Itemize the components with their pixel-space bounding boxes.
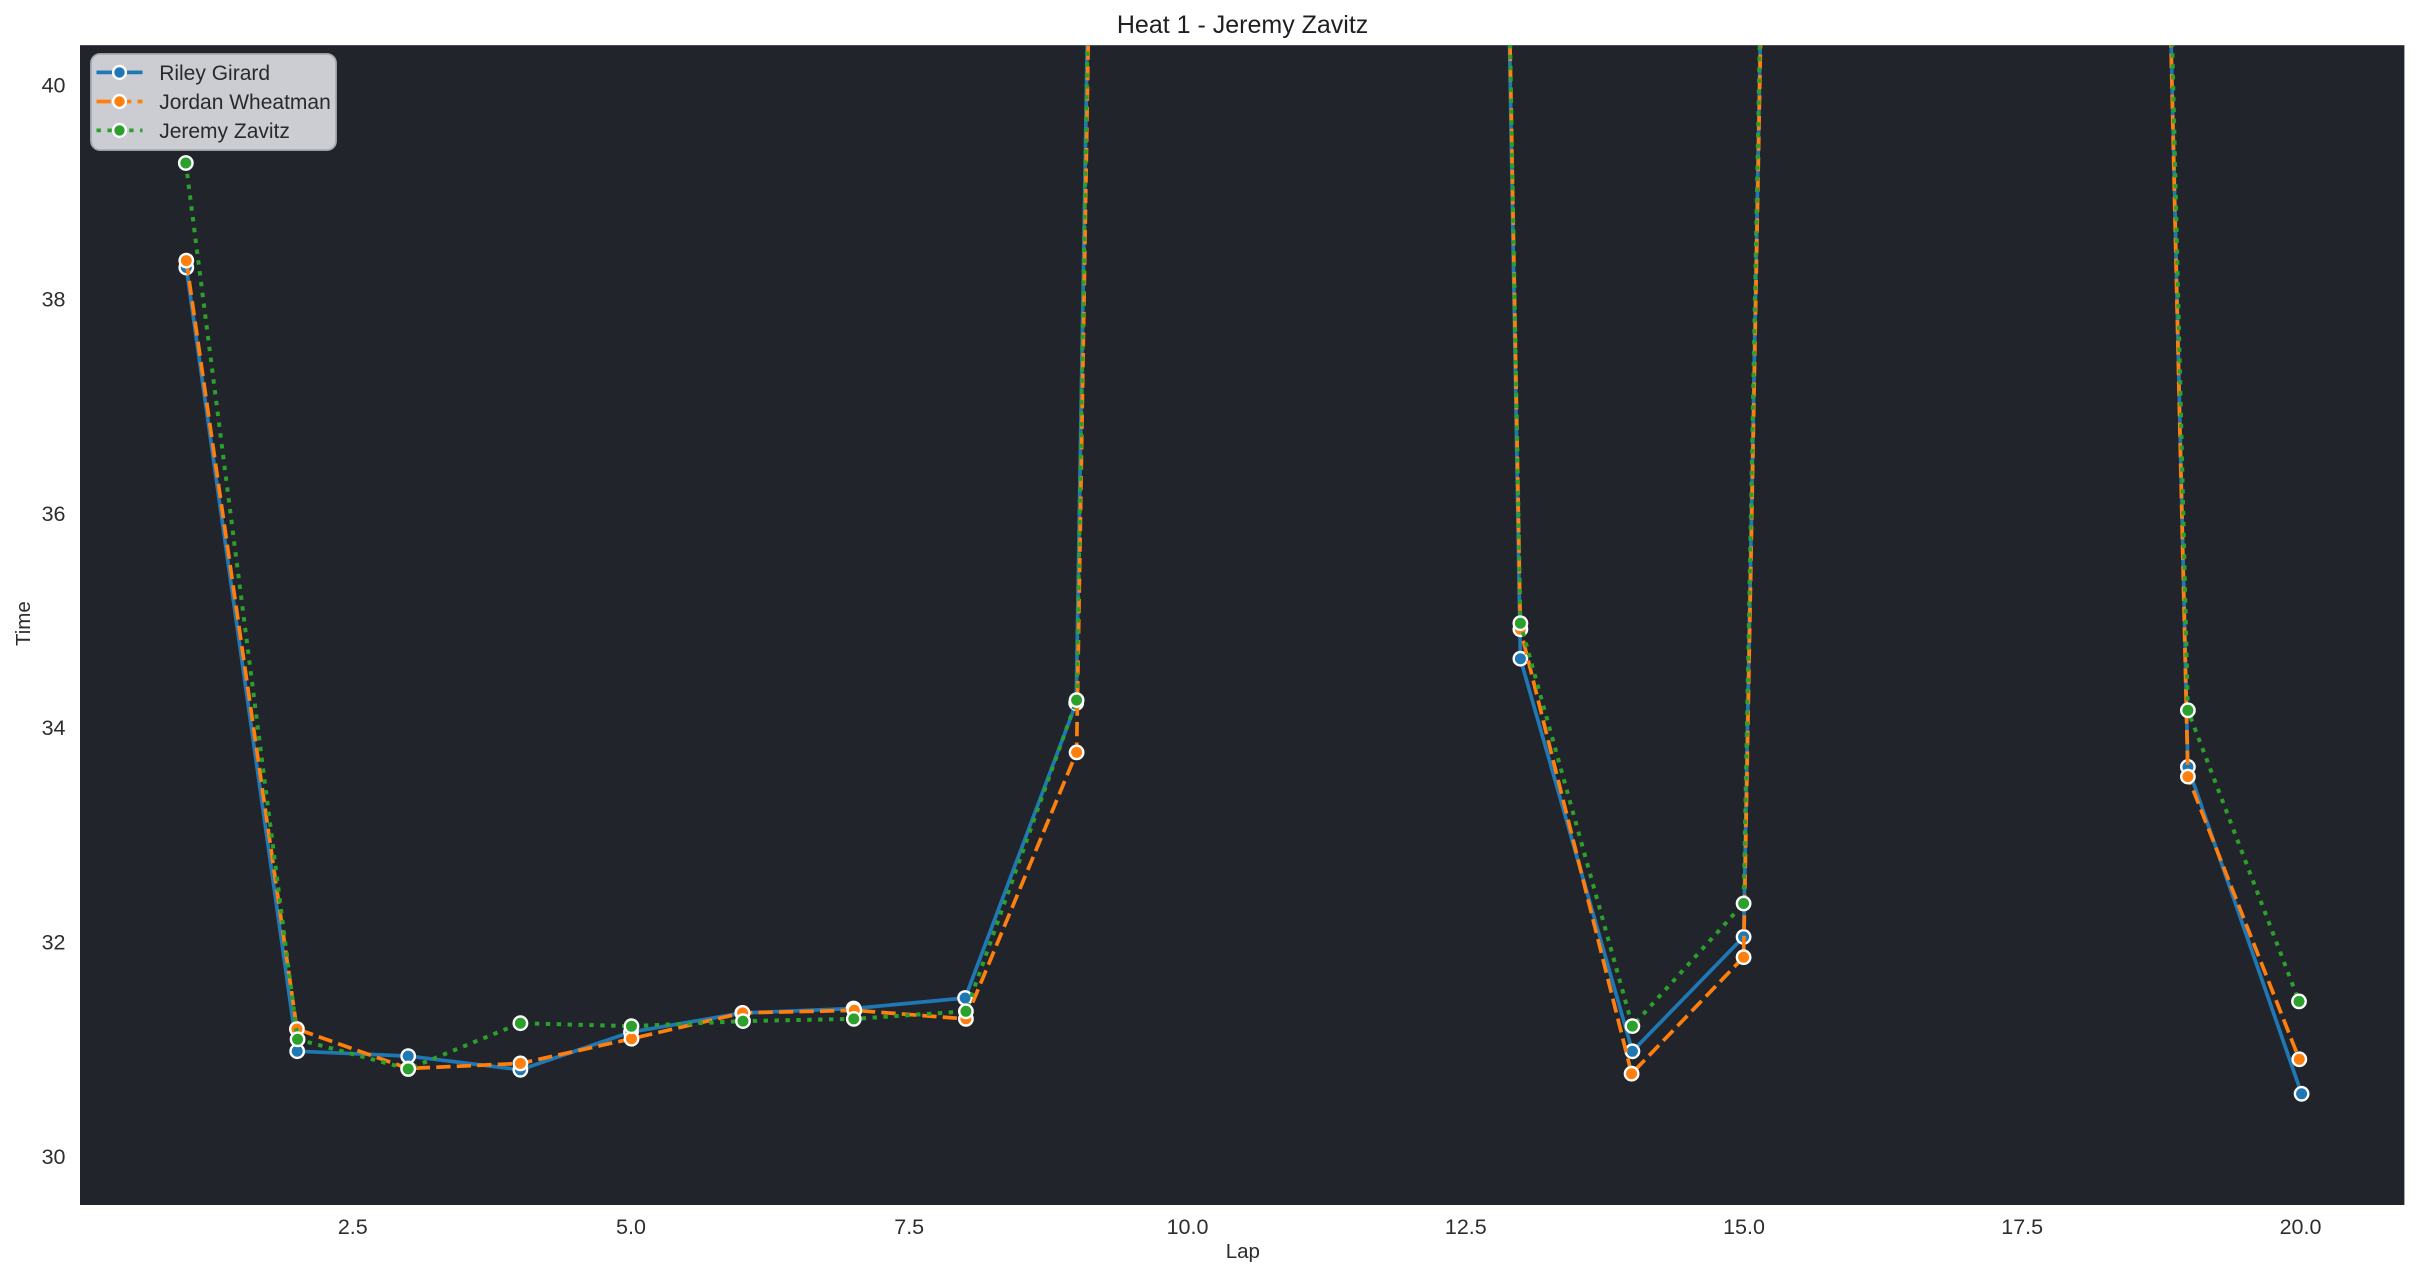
svg-text:17.5: 17.5 — [2001, 1215, 2043, 1239]
svg-text:7.5: 7.5 — [894, 1215, 924, 1239]
svg-text:Time: Time — [12, 601, 35, 646]
svg-text:Riley Girard: Riley Girard — [159, 62, 270, 85]
svg-text:32: 32 — [42, 931, 66, 955]
svg-text:12.5: 12.5 — [1445, 1215, 1487, 1239]
svg-text:15.0: 15.0 — [1723, 1215, 1765, 1239]
svg-text:36: 36 — [42, 502, 66, 526]
svg-text:Heat 1 - Jeremy Zavitz: Heat 1 - Jeremy Zavitz — [1117, 11, 1368, 39]
svg-text:20.0: 20.0 — [2280, 1215, 2322, 1239]
svg-text:Lap: Lap — [1226, 1240, 1260, 1263]
svg-text:2.5: 2.5 — [338, 1215, 368, 1239]
svg-text:38: 38 — [42, 288, 66, 312]
svg-text:30: 30 — [42, 1145, 66, 1169]
svg-text:5.0: 5.0 — [616, 1215, 646, 1239]
svg-text:34: 34 — [42, 716, 66, 740]
svg-text:Jeremy Zavitz: Jeremy Zavitz — [159, 120, 290, 143]
svg-text:40: 40 — [42, 73, 66, 97]
svg-text:Jordan Wheatman: Jordan Wheatman — [159, 91, 331, 114]
svg-text:10.0: 10.0 — [1167, 1215, 1209, 1239]
